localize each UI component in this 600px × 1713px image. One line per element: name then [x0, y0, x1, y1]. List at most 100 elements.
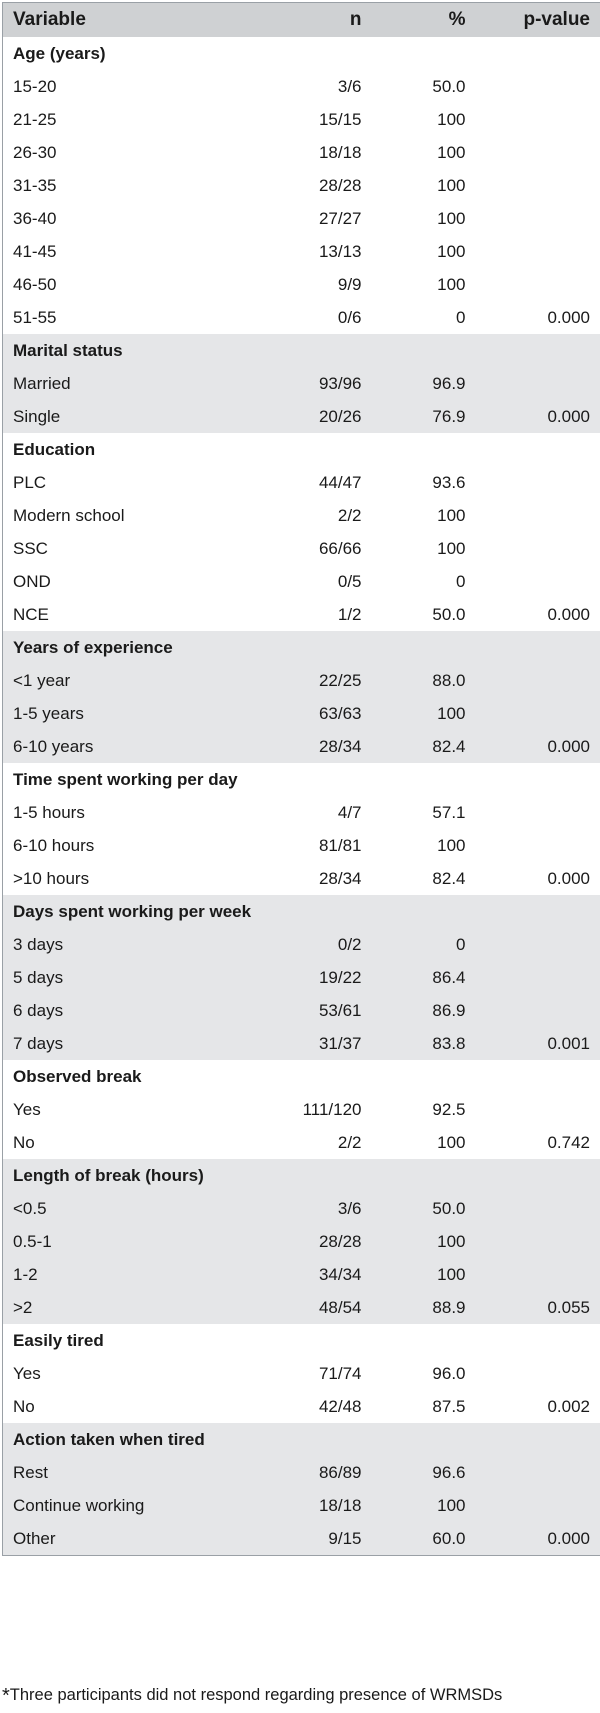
section-title: Easily tired	[2, 1324, 600, 1357]
cell-percent: 96.0	[371, 1357, 476, 1390]
cell-percent: 57.1	[371, 796, 476, 829]
cell-label: 46-50	[2, 268, 280, 301]
cell-p-value	[475, 235, 600, 268]
cell-label: No	[2, 1390, 280, 1423]
cell-percent: 50.0	[371, 598, 476, 631]
table-row: 26-30 18/18 100	[2, 136, 600, 169]
table-row: SSC 66/66 100	[2, 532, 600, 565]
cell-label: <1 year	[2, 664, 280, 697]
cell-n: 13/13	[279, 235, 372, 268]
section-title: Education	[2, 433, 600, 466]
cell-p-value	[475, 1192, 600, 1225]
cell-n: 28/28	[279, 1225, 372, 1258]
cell-percent: 50.0	[371, 70, 476, 103]
cell-n: 1/2	[279, 598, 372, 631]
cell-n: 111/120	[279, 1093, 372, 1126]
table-row: 3 days 0/2 0	[2, 928, 600, 961]
section-title: Years of experience	[2, 631, 600, 664]
cell-p-value	[475, 532, 600, 565]
table-row: 5 days 19/22 86.4	[2, 961, 600, 994]
section-title: Marital status	[2, 334, 600, 367]
cell-n: 2/2	[279, 1126, 372, 1159]
cell-label: Single	[2, 400, 280, 433]
cell-n: 18/18	[279, 136, 372, 169]
cell-percent: 0	[371, 301, 476, 334]
table-row: 6-10 hours 81/81 100	[2, 829, 600, 862]
cell-p-value	[475, 697, 600, 730]
cell-n: 86/89	[279, 1456, 372, 1489]
header-p-value: p-value	[475, 2, 600, 37]
cell-label: PLC	[2, 466, 280, 499]
cell-n: 18/18	[279, 1489, 372, 1522]
cell-p-value: 0.000	[475, 1522, 600, 1556]
cell-percent: 93.6	[371, 466, 476, 499]
cell-percent: 100	[371, 235, 476, 268]
cell-label: 51-55	[2, 301, 280, 334]
cell-label: OND	[2, 565, 280, 598]
cell-label: Continue working	[2, 1489, 280, 1522]
table-section: Observed break Yes 111/120 92.5 No 2/2 100 0.74…	[2, 1060, 600, 1159]
cell-percent: 92.5	[371, 1093, 476, 1126]
table-row: 15-20 3/6 50.0	[2, 70, 600, 103]
section-header-row: Observed break	[2, 1060, 600, 1093]
cell-label: 1-2	[2, 1258, 280, 1291]
table-section: Length of break (hours) <0.5 3/6 50.0 0.5-1 2…	[2, 1159, 600, 1324]
section-header-row: Education	[2, 433, 600, 466]
cell-label: <0.5	[2, 1192, 280, 1225]
section-title: Time spent working per day	[2, 763, 600, 796]
cell-label: SSC	[2, 532, 280, 565]
cell-n: 34/34	[279, 1258, 372, 1291]
section-header-row: Marital status	[2, 334, 600, 367]
cell-n: 81/81	[279, 829, 372, 862]
table-row: 46-50 9/9 100	[2, 268, 600, 301]
cell-label: Modern school	[2, 499, 280, 532]
cell-label: No	[2, 1126, 280, 1159]
cell-n: 0/6	[279, 301, 372, 334]
cell-label: 31-35	[2, 169, 280, 202]
cell-n: 27/27	[279, 202, 372, 235]
table-row: 1-2 34/34 100	[2, 1258, 600, 1291]
table-row: NCE 1/2 50.0 0.000	[2, 598, 600, 631]
footnote: *Three participants did not respond rega…	[2, 1685, 502, 1708]
cell-label: 0.5-1	[2, 1225, 280, 1258]
cell-n: 15/15	[279, 103, 372, 136]
section-header-row: Length of break (hours)	[2, 1159, 600, 1192]
cell-n: 44/47	[279, 466, 372, 499]
table-row: Continue working 18/18 100	[2, 1489, 600, 1522]
cell-percent: 100	[371, 202, 476, 235]
cell-label: 6-10 hours	[2, 829, 280, 862]
table-row: PLC 44/47 93.6	[2, 466, 600, 499]
table-section: Age (years) 15-20 3/6 50.0 21-25 15/15 100 26-3…	[2, 37, 600, 334]
cell-p-value	[475, 1093, 600, 1126]
cell-p-value: 0.000	[475, 301, 600, 334]
cell-label: 26-30	[2, 136, 280, 169]
cell-p-value	[475, 994, 600, 1027]
cell-percent: 100	[371, 1489, 476, 1522]
cell-p-value	[475, 367, 600, 400]
cell-label: Married	[2, 367, 280, 400]
cell-label: 15-20	[2, 70, 280, 103]
section-header-row: Days spent working per week	[2, 895, 600, 928]
table-row: No 42/48 87.5 0.002	[2, 1390, 600, 1423]
cell-n: 63/63	[279, 697, 372, 730]
cell-p-value	[475, 70, 600, 103]
cell-p-value: 0.000	[475, 400, 600, 433]
section-header-row: Years of experience	[2, 631, 600, 664]
cell-n: 28/34	[279, 730, 372, 763]
table-row: <1 year 22/25 88.0	[2, 664, 600, 697]
section-header-row: Time spent working per day	[2, 763, 600, 796]
cell-label: Other	[2, 1522, 280, 1556]
cell-percent: 0	[371, 565, 476, 598]
cell-n: 2/2	[279, 499, 372, 532]
header-variable: Variable	[2, 2, 280, 37]
table-row: Yes 111/120 92.5	[2, 1093, 600, 1126]
cell-n: 28/28	[279, 169, 372, 202]
section-title: Observed break	[2, 1060, 600, 1093]
cell-label: 3 days	[2, 928, 280, 961]
cell-label: 36-40	[2, 202, 280, 235]
table-section: Education PLC 44/47 93.6 Modern school 2/2 100…	[2, 433, 600, 631]
cell-percent: 0	[371, 928, 476, 961]
table-section: Years of experience <1 year 22/25 88.0 1-5 y…	[2, 631, 600, 763]
cell-n: 19/22	[279, 961, 372, 994]
